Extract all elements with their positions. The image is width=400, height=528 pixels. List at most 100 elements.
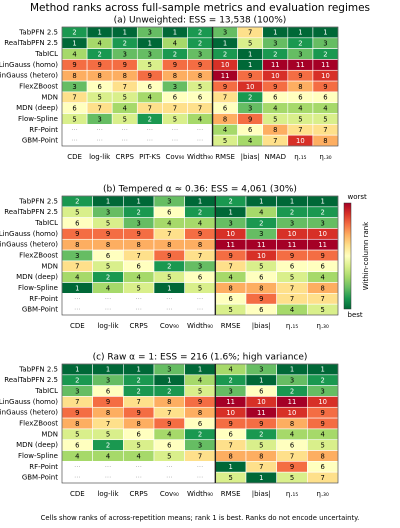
na-label: ··· xyxy=(166,306,172,314)
cell-label: 4 xyxy=(259,209,263,217)
na-label: ··· xyxy=(197,137,203,145)
cell-label: 1 xyxy=(75,284,79,292)
cell-label: 5 xyxy=(290,273,294,281)
cell-label: 9 xyxy=(75,409,79,417)
cell-label: 5 xyxy=(167,452,171,460)
cell-label: 10 xyxy=(246,83,255,91)
cell-label: 10 xyxy=(257,252,266,260)
cell-label: 2 xyxy=(148,115,152,123)
cell-label: 9 xyxy=(273,83,277,91)
cell-label: 2 xyxy=(75,377,79,385)
na-label: ··· xyxy=(166,295,172,303)
cell-label: 5 xyxy=(223,137,227,145)
cell-label: 9 xyxy=(321,409,325,417)
cell-label: 8 xyxy=(123,72,127,80)
colorbar xyxy=(343,202,352,310)
cell-label: 3 xyxy=(148,50,152,58)
na-label: ··· xyxy=(96,137,102,145)
row-label: FlexZBoost xyxy=(19,252,58,260)
cell-label: 3 xyxy=(298,50,302,58)
column-label: RMSE xyxy=(221,490,241,498)
cell-label: 2 xyxy=(75,198,79,206)
column-label: CRPS xyxy=(129,322,148,330)
cell-label: 9 xyxy=(248,115,252,123)
cell-label: 11 xyxy=(226,241,235,249)
colorbar-low-label: best xyxy=(348,311,363,319)
cell-label: 2 xyxy=(298,40,302,48)
panel-subtitle: (b) Tempered α ≈ 0.36: ESS = 4,061 (30%) xyxy=(103,185,297,195)
cell-label: 8 xyxy=(290,420,294,428)
cell-label: 9 xyxy=(290,463,294,471)
cell-label: 4 xyxy=(223,126,227,134)
cell-label: 10 xyxy=(257,398,266,406)
column-label: CRPS xyxy=(129,490,148,498)
cell-label: 2 xyxy=(137,387,141,395)
cell-label: 3 xyxy=(167,198,171,206)
row-label: MDN xyxy=(41,262,58,270)
cell-label: 10 xyxy=(318,230,327,238)
row-label: TabPFN 2.5 xyxy=(18,197,58,205)
cell-label: 5 xyxy=(273,115,277,123)
na-label: ··· xyxy=(147,137,153,145)
cell-label: 6 xyxy=(290,441,294,449)
cell-label: 3 xyxy=(321,387,325,395)
na-label: ··· xyxy=(197,306,203,314)
column-label: log-lik xyxy=(97,322,119,330)
cell-label: 4 xyxy=(198,377,202,385)
cell-label: 1 xyxy=(123,29,127,37)
na-label: ··· xyxy=(71,137,77,145)
heatmap-frame xyxy=(61,26,339,147)
cell-label: 1 xyxy=(75,366,79,374)
cell-label: 9 xyxy=(106,230,110,238)
cell-label: 3 xyxy=(72,83,76,91)
cell-label: 4 xyxy=(167,431,171,439)
na-label: ··· xyxy=(197,474,203,482)
column-label: PIT-KS xyxy=(139,153,161,161)
panel-subtitle: (c) Raw α = 1: ESS = 216 (1.6%; high var… xyxy=(93,353,308,363)
cell-label: 7 xyxy=(167,230,171,238)
cell-label: 4 xyxy=(167,219,171,227)
cell-label: 1 xyxy=(290,198,294,206)
cell-label: 4 xyxy=(173,40,177,48)
cell-label: 2 xyxy=(321,377,325,385)
cell-label: 1 xyxy=(248,61,252,69)
cell-label: 8 xyxy=(198,409,202,417)
cell-label: 1 xyxy=(173,29,177,37)
cell-label: 7 xyxy=(290,295,294,303)
column-label: η.₃₀ xyxy=(317,322,329,330)
cell-label: 5 xyxy=(75,431,79,439)
cell-label: 6 xyxy=(259,387,263,395)
cell-label: 9 xyxy=(321,252,325,260)
na-label: ··· xyxy=(135,463,141,471)
cell-label: 3 xyxy=(123,50,127,58)
cell-label: 2 xyxy=(223,50,227,58)
cell-label: 7 xyxy=(323,126,327,134)
cell-label: 8 xyxy=(273,126,277,134)
heatmap-frame xyxy=(61,195,339,316)
cell-label: 8 xyxy=(106,409,110,417)
cell-label: 9 xyxy=(167,252,171,260)
cell-label: 5 xyxy=(167,273,171,281)
row-label: RealTabPFN 2.5 xyxy=(4,208,58,216)
cell-label: 7 xyxy=(198,252,202,260)
cell-label: 1 xyxy=(167,377,171,385)
cell-label: 8 xyxy=(323,137,327,145)
cell-label: 1 xyxy=(321,198,325,206)
cell-label: 3 xyxy=(259,230,263,238)
cell-label: 4 xyxy=(229,366,233,374)
cell-label: 4 xyxy=(123,104,127,112)
na-label: ··· xyxy=(71,126,77,134)
cell-label: 7 xyxy=(229,263,233,271)
na-label: ··· xyxy=(172,126,178,134)
cell-label: 3 xyxy=(273,40,277,48)
cell-label: 6 xyxy=(248,126,252,134)
cell-label: 1 xyxy=(248,50,252,58)
colorbar-label: Within-column rank xyxy=(362,221,370,290)
cell-label: 2 xyxy=(137,209,141,217)
cell-label: 5 xyxy=(173,115,177,123)
cell-label: 3 xyxy=(148,29,152,37)
cell-label: 1 xyxy=(72,40,76,48)
cell-label: 2 xyxy=(259,219,263,227)
na-label: ··· xyxy=(166,463,172,471)
cell-label: 6 xyxy=(75,219,79,227)
